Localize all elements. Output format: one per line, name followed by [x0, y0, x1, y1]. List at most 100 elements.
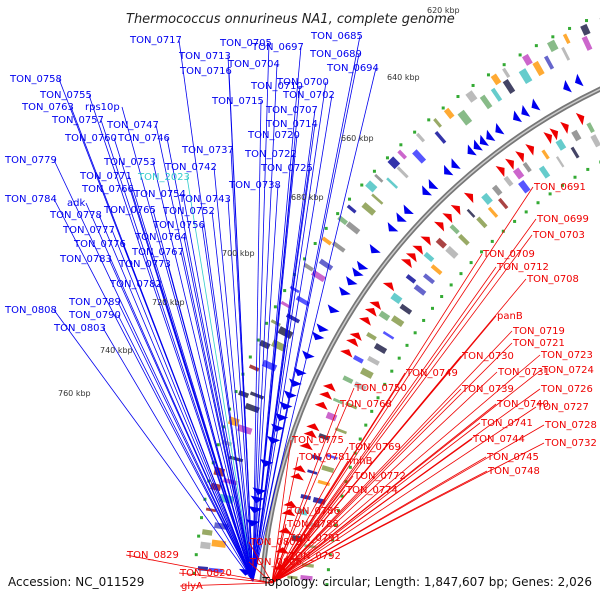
reverse-gene-label[interactable]: TON_0732 — [544, 438, 597, 449]
forward-gene-label[interactable]: TON_0710 — [250, 81, 303, 92]
forward-gene-label[interactable]: TON_0784 — [4, 194, 57, 205]
forward-gene-label[interactable]: TON_0764 — [134, 232, 187, 243]
forward-gene-label[interactable]: TON_0720 — [247, 130, 300, 141]
reverse-gene-label[interactable]: TON_0775 — [291, 435, 344, 446]
forward-gene-label[interactable]: TON_0776 — [73, 239, 126, 250]
forward-gene-label[interactable]: TON_0716 — [179, 66, 232, 77]
forward-gene-label[interactable]: TON_0738 — [228, 180, 281, 191]
reverse-gene-label[interactable]: rnhB — [349, 456, 373, 467]
forward-gene-label[interactable]: TON_0704 — [227, 59, 280, 70]
forward-gene-label[interactable]: TON_0714 — [265, 119, 318, 130]
reverse-gene-label[interactable]: TON_0805 — [249, 537, 302, 548]
reverse-gene-label[interactable]: TON_0739 — [461, 384, 514, 395]
forward-gene-label[interactable]: TON_0743 — [178, 194, 231, 205]
reverse-gene-label[interactable]: TON_0741 — [480, 418, 533, 429]
forward-gene-label[interactable]: TON_0754 — [133, 189, 186, 200]
reverse-gene-label[interactable]: TON_0768 — [339, 399, 392, 410]
reverse-gene-label[interactable]: TON_0691 — [533, 182, 586, 193]
forward-gene-label[interactable]: TON_0808 — [4, 305, 57, 316]
forward-gene-label[interactable]: TON_0715 — [211, 96, 264, 107]
forward-gene-label[interactable]: rps10p — [85, 102, 120, 113]
reverse-gene-label[interactable]: TON_0786 — [287, 506, 340, 517]
forward-gene-label[interactable]: TON_0700 — [276, 77, 329, 88]
forward-gene-label[interactable]: TON_0767 — [131, 247, 184, 258]
reverse-gene-label[interactable]: TON_0740 — [496, 399, 549, 410]
reverse-gene-arrow — [314, 401, 328, 410]
forward-gene-label[interactable]: TON_0783 — [59, 254, 112, 265]
forward-gene-label[interactable]: TON_0713 — [178, 51, 231, 62]
forward-gene-label[interactable]: TON_0742 — [164, 162, 217, 173]
forward-gene-label[interactable]: TON_0746 — [117, 133, 170, 144]
reverse-gene-label[interactable]: TON_0728 — [544, 420, 597, 431]
forward-gene-label[interactable]: TON_0747 — [106, 120, 159, 131]
forward-gene-label[interactable]: TON_0803 — [53, 323, 106, 334]
forward-gene-label[interactable]: TON_0777 — [62, 225, 115, 236]
reverse-gene-label[interactable]: panB — [497, 311, 523, 322]
reverse-gene-label[interactable]: TON_0788 — [286, 519, 339, 530]
reverse-gene-label[interactable]: TON_0748 — [487, 466, 540, 477]
forward-gene-label[interactable]: TON_0705 — [219, 38, 272, 49]
reverse-gene-label[interactable]: TON_0744 — [472, 434, 525, 445]
forward-gene-label[interactable]: TON_0702 — [282, 90, 335, 101]
forward-gene-label[interactable]: TON_0725 — [260, 163, 313, 174]
feature-block — [390, 292, 403, 305]
reverse-gene-label[interactable]: TON_0726 — [540, 384, 593, 395]
gene-labels[interactable]: TON_0685 TON_0689 TON_0694 TON_0697TON_0705… — [4, 31, 597, 592]
reverse-gene-label[interactable]: TON_0727 — [536, 402, 589, 413]
forward-gene-label[interactable]: TON_0756 — [152, 220, 205, 231]
reverse-gene-label[interactable]: TON_0749 — [405, 368, 458, 379]
feature-block — [413, 284, 427, 296]
forward-gene-label[interactable]: TON_0771 — [79, 171, 132, 182]
reverse-gene-label[interactable]: TON_0699 — [536, 214, 589, 225]
forward-gene-label[interactable]: TON_0717 — [129, 35, 182, 46]
reverse-gene-label[interactable]: TON_0731 — [497, 367, 550, 378]
forward-gene-label[interactable]: TON_0763 — [21, 102, 74, 113]
reverse-gene-label[interactable]: TON_0723 — [540, 350, 593, 361]
forward-gene-label[interactable]: TON_0685 — [310, 31, 363, 42]
reverse-gene-label[interactable]: TON_0829 — [126, 550, 179, 561]
forward-gene-label[interactable]: TON_0689 — [309, 49, 362, 60]
forward-gene-label[interactable]: TON_0758 — [9, 74, 62, 85]
reverse-gene-label[interactable]: TON_0709 — [482, 249, 535, 260]
forward-gene-label[interactable]: TON_0753 — [103, 157, 156, 168]
reverse-gene-label[interactable]: TON_0769 — [348, 442, 401, 453]
forward-gene-label[interactable]: TON_0707 — [265, 105, 318, 116]
forward-gene-label[interactable]: TON_0766 — [81, 184, 134, 195]
forward-gene-label[interactable]: adk — [67, 198, 85, 209]
forward-gene-label[interactable]: TON_0773 — [118, 259, 171, 270]
reverse-gene-label[interactable]: TON_0806 — [249, 557, 302, 568]
forward-gene-label[interactable]: TON_0752 — [162, 206, 215, 217]
forward-gene-label[interactable]: TON_0722 — [244, 149, 297, 160]
forward-gene-label[interactable]: TON_0782 — [109, 279, 162, 290]
forward-gene-label[interactable]: TON_0737 — [181, 145, 234, 156]
reverse-gene-label[interactable]: TON_0724 — [541, 365, 594, 376]
reverse-gene-label[interactable]: TON_0820 — [179, 568, 232, 579]
forward-gene-label[interactable]: TON_0779 — [4, 155, 57, 166]
forward-gene-label[interactable]: TON_0694 — [326, 63, 379, 74]
reverse-gene-label[interactable]: TON_0772 — [353, 471, 406, 482]
forward-gene-label[interactable]: TON_0760 — [64, 133, 117, 144]
forward-gene-label[interactable]: TON_0697 — [251, 42, 304, 53]
reverse-gene-label[interactable]: TON_0781 — [298, 452, 351, 463]
feature-block — [571, 129, 582, 142]
forward-gene-label[interactable]: TON_0778 — [49, 210, 102, 221]
reverse-gene-label[interactable]: TON_0703 — [532, 230, 585, 241]
reverse-gene-label[interactable]: TON_0792 — [288, 551, 341, 562]
forward-gene-label[interactable]: TON_0789 — [68, 297, 121, 308]
forward-gene-label[interactable]: TON_0757 — [51, 115, 104, 126]
forward-gene-label[interactable]: TON_2023 — [137, 172, 190, 183]
reverse-gene-label[interactable]: TON_0708 — [526, 274, 579, 285]
forward-gene-label[interactable]: TON_0765 — [103, 205, 156, 216]
reverse-gene-label[interactable]: TON_0791 — [288, 533, 341, 544]
reverse-gene-label[interactable]: TON_0719 — [512, 326, 565, 337]
reverse-gene-label[interactable]: TON_0750 — [354, 383, 407, 394]
reverse-gene-label[interactable]: TON_0712 — [496, 262, 549, 273]
forward-gene-label[interactable]: TON_0755 — [39, 90, 92, 101]
reverse-gene-label[interactable]: TON_0774 — [345, 485, 398, 496]
reverse-gene-label[interactable]: TON_0730 — [461, 351, 514, 362]
forward-leader-line — [102, 327, 254, 582]
reverse-gene-label[interactable]: glyA — [181, 581, 203, 592]
reverse-gene-label[interactable]: TON_0721 — [512, 338, 565, 349]
forward-gene-label[interactable]: TON_0790 — [68, 310, 121, 321]
reverse-gene-label[interactable]: TON_0745 — [486, 452, 539, 463]
